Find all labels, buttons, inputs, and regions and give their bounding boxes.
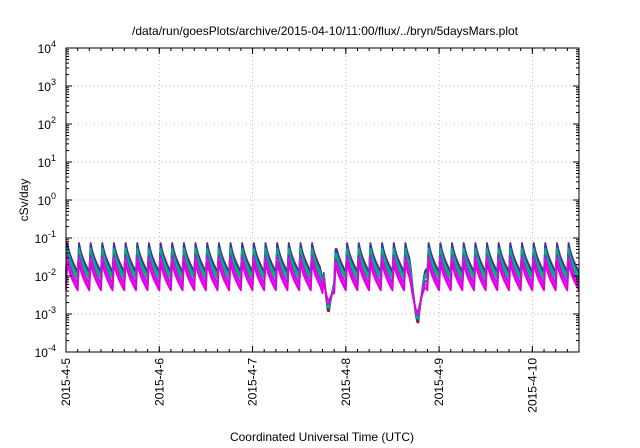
x-tick-label: 2015-4-8 (339, 358, 353, 406)
chart-title: /data/run/goesPlots/archive/2015-04-10/1… (132, 24, 519, 38)
series-line-7 (65, 261, 580, 313)
y-tick-label: 10-4 (35, 343, 56, 360)
y-tick-label: 10-1 (35, 229, 56, 246)
y-axis: 10-4 10-3 10-2 10-1 100 101 102 103 104 (35, 39, 579, 360)
y-tick-label: 10-2 (35, 267, 56, 284)
x-tick-label: 2015-4-5 (59, 358, 73, 406)
y-tick-label: 101 (38, 153, 56, 170)
x-axis: 2015-4-5 2015-4-6 2015-4-7 2015-4-8 2015-4-9… (59, 48, 580, 413)
x-tick-label: 2015-4-10 (525, 358, 539, 413)
y-tick-label: 102 (38, 115, 56, 132)
grid (66, 48, 579, 352)
y-tick-label: 103 (38, 77, 56, 94)
y-tick-label: 104 (38, 39, 56, 56)
y-tick-label: 100 (38, 191, 56, 208)
y-tick-label: 10-3 (35, 305, 56, 322)
x-axis-label: Coordinated Universal Time (UTC) (230, 430, 414, 444)
series-group (65, 242, 580, 324)
y-axis-label: cSv/day (17, 179, 31, 222)
x-tick-label: 2015-4-6 (152, 358, 166, 406)
x-tick-label: 2015-4-7 (246, 358, 260, 406)
x-tick-label: 2015-4-9 (432, 358, 446, 406)
